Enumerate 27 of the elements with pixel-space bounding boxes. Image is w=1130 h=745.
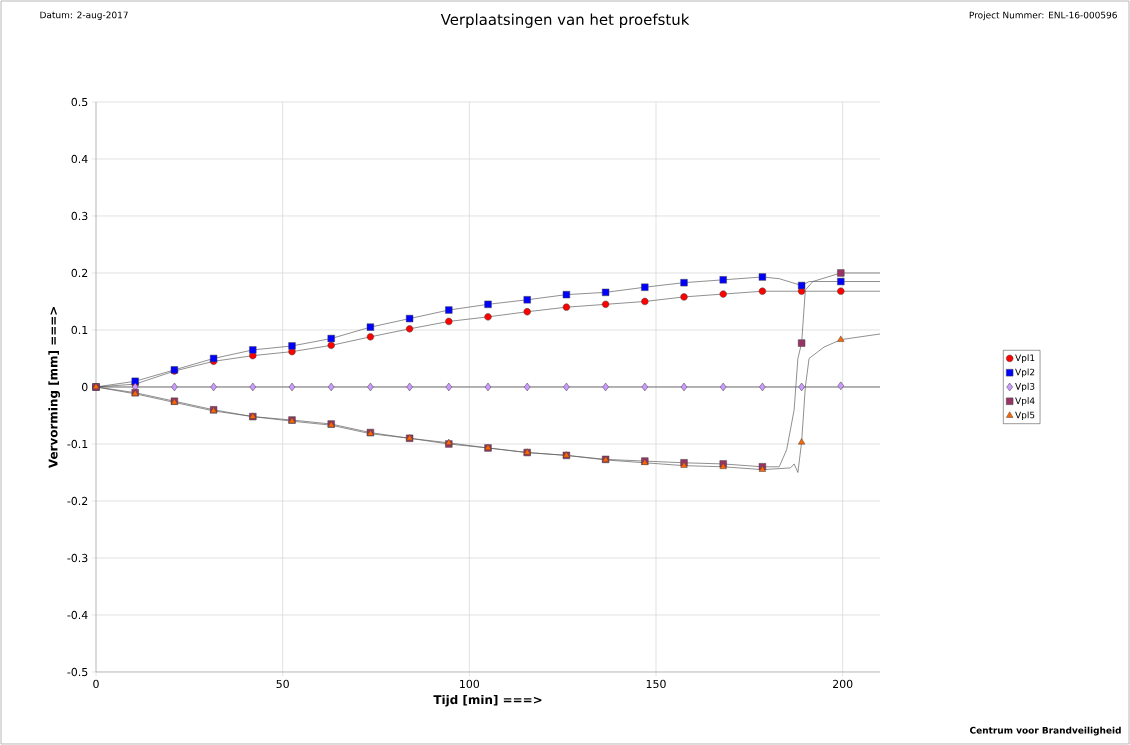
text: Datum: 2-aug-2017 <box>40 11 128 21</box>
x-tick-label: 150 <box>646 679 666 689</box>
legend-label: Vpl5 <box>1015 411 1035 421</box>
y-tick-label: 0.4 <box>71 154 88 164</box>
legend-label: Vpl2 <box>1015 368 1035 378</box>
y-tick-label: -0.4 <box>67 610 88 620</box>
legend-label: Vpl3 <box>1015 382 1035 392</box>
y-tick-label: 0 <box>81 382 88 392</box>
legend-label: Vpl1 <box>1015 354 1035 363</box>
x-tick-label: 100 <box>460 679 480 689</box>
y-axis-title: Vervorming [mm] ===> <box>48 307 61 469</box>
x-tick-label: 200 <box>833 679 853 689</box>
y-tick-label: -0.1 <box>67 439 88 449</box>
x-axis-title: Tijd [min] ===> <box>433 694 542 707</box>
x-tick-label: 0 <box>93 679 99 689</box>
text: Project Nummer: ENL-16-000596 <box>969 11 1117 21</box>
y-tick-label: 0.2 <box>71 268 88 278</box>
text: Centrum voor Brandveiligheid <box>970 726 1121 736</box>
y-tick-label: 0.3 <box>71 211 88 221</box>
y-tick-label: -0.2 <box>67 496 88 506</box>
y-tick-label: 0.1 <box>71 325 88 335</box>
legend-label: Vpl4 <box>1015 397 1035 406</box>
y-tick-label: 0.5 <box>71 97 88 107</box>
chart-title: Verplaatsingen van het proefstuk <box>440 13 690 28</box>
y-tick-label: -0.5 <box>67 667 88 677</box>
x-tick-label: 50 <box>276 679 289 689</box>
y-tick-label: -0.3 <box>67 553 88 563</box>
